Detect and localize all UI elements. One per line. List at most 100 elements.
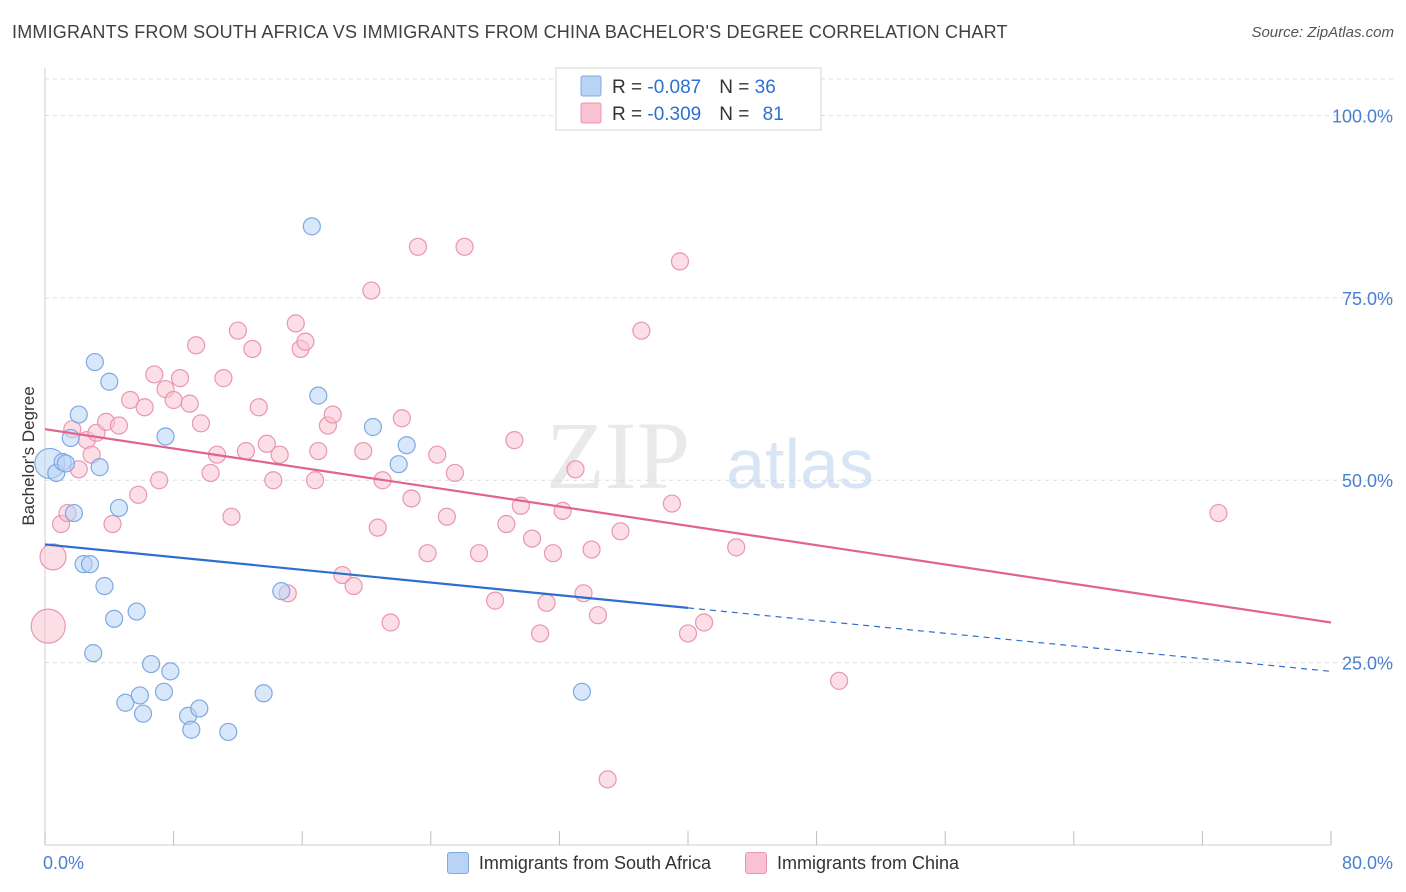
series-china-points	[30, 237, 1228, 789]
y-tick-label: 25.0%	[1342, 654, 1393, 674]
china-point	[150, 471, 169, 490]
stats-r-value: -0.309	[647, 104, 701, 125]
south-africa-point	[105, 609, 124, 628]
y-axis-label: Bachelor's Degree	[19, 386, 38, 525]
china-point	[662, 494, 682, 513]
south-africa-point	[254, 684, 273, 703]
south-africa-point	[127, 602, 146, 621]
china-point	[344, 576, 363, 596]
china-point	[611, 522, 630, 541]
stats-r-label: R =	[612, 104, 647, 125]
china-point	[368, 518, 387, 537]
stats-r-label: R =	[612, 77, 647, 98]
stats-n-value: 81	[763, 104, 784, 125]
china-point	[418, 544, 437, 563]
south-africa-point	[190, 699, 209, 718]
china-point	[566, 460, 585, 479]
legend-label: Immigrants from China	[777, 852, 960, 873]
china-point	[445, 463, 465, 483]
legend-label: Immigrants from South Africa	[478, 852, 711, 873]
y-tick-label: 100.0%	[1332, 106, 1393, 126]
china-point	[39, 543, 67, 571]
south-africa-point	[100, 372, 119, 391]
chart-title: IMMIGRANTS FROM SOUTH AFRICA VS IMMIGRAN…	[12, 22, 1008, 42]
series-south-africa-points	[34, 217, 592, 742]
south-africa-point	[572, 682, 592, 701]
china-point	[236, 441, 256, 461]
china-point	[543, 544, 563, 563]
china-point	[670, 252, 690, 271]
watermark: ZIP atlas	[546, 402, 874, 509]
china-point	[135, 398, 154, 417]
china-point	[264, 471, 283, 490]
china-point	[257, 434, 276, 453]
south-africa-point	[116, 693, 135, 712]
china-point	[145, 365, 164, 384]
china-point	[362, 281, 381, 300]
china-point	[598, 770, 617, 789]
watermark-zip: ZIP	[546, 402, 690, 509]
stats-r-value: -0.087	[647, 77, 701, 98]
china-point	[109, 416, 129, 435]
china-point	[222, 507, 241, 526]
china-point	[408, 237, 428, 256]
china-point	[214, 369, 233, 388]
legend-swatch-pink	[745, 852, 767, 874]
legend: Immigrants from South Africa Immigrants …	[0, 852, 1406, 874]
south-africa-trend-line	[44, 543, 689, 609]
legend-item-south-africa[interactable]: Immigrants from South Africa	[446, 852, 711, 874]
china-point	[129, 485, 148, 504]
china-point	[201, 463, 220, 483]
china-point	[243, 339, 262, 359]
south-africa-point	[141, 654, 161, 674]
south-africa-point	[309, 386, 328, 405]
tick-labels: 25.0% 50.0% 75.0% 100.0% 0.0% 80.0%	[43, 106, 1393, 873]
south-africa-point	[272, 582, 291, 601]
china-point	[191, 414, 211, 433]
china-point	[830, 671, 849, 690]
china-point	[381, 613, 400, 632]
china-point	[727, 538, 746, 557]
china-point	[296, 332, 315, 351]
china-point	[486, 591, 505, 610]
south-africa-point	[84, 644, 103, 663]
china-point	[402, 489, 421, 508]
legend-item-china[interactable]: Immigrants from China	[745, 852, 959, 874]
south-africa-point	[397, 436, 416, 455]
south-africa-point	[80, 555, 100, 574]
china-point	[694, 613, 714, 632]
china-point	[305, 471, 325, 490]
y-tick-label: 75.0%	[1342, 289, 1393, 309]
south-africa-point	[109, 498, 129, 518]
china-point	[632, 321, 651, 340]
china-point	[354, 441, 373, 461]
south-africa-point	[161, 662, 180, 681]
china-point	[505, 431, 524, 450]
stats-n-label: N =	[719, 104, 754, 125]
south-africa-point	[154, 682, 174, 701]
south-africa-trend-extension	[687, 607, 1332, 672]
china-point	[30, 608, 66, 644]
x-tick-label: 0.0%	[43, 853, 84, 873]
south-africa-point	[363, 417, 383, 437]
south-africa-point	[182, 720, 201, 739]
south-africa-point	[133, 704, 153, 723]
china-point	[249, 398, 268, 417]
china-point	[103, 514, 122, 534]
china-point	[553, 501, 572, 520]
south-africa-point	[85, 352, 104, 372]
china-point	[323, 405, 342, 424]
china-point	[537, 593, 556, 612]
legend-swatch-blue	[446, 852, 469, 874]
china-point	[270, 445, 289, 464]
china-point	[497, 514, 516, 534]
china-point	[392, 409, 411, 428]
source-label: Source: ZipAtlas.com	[1251, 24, 1394, 41]
china-point	[437, 507, 456, 526]
south-africa-point	[302, 217, 321, 236]
china-point	[1209, 503, 1228, 523]
y-tick-label: 50.0%	[1342, 471, 1393, 491]
